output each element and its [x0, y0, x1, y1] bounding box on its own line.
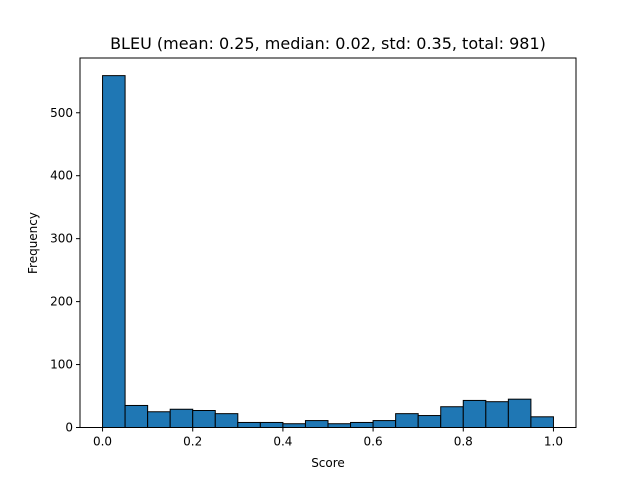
histogram-bar [304, 420, 329, 428]
histogram-bar [259, 421, 284, 429]
histogram-bar [147, 411, 171, 429]
y-tick-label: 0 [65, 421, 73, 435]
x-axis-ticks: 0.0 0.2 0.4 0.6 0.8 1.0 [93, 427, 563, 449]
histogram-bar [102, 75, 126, 428]
histogram-bar [530, 416, 554, 429]
x-tick-label: 0.6 [364, 435, 383, 449]
y-tick-label: 400 [50, 169, 73, 183]
histogram-bar [169, 408, 194, 428]
histogram-bar [462, 399, 487, 428]
histogram-bar [214, 413, 239, 428]
y-tick-label: 200 [50, 295, 73, 309]
y-axis-ticks: 0 100 200 300 400 500 [50, 106, 80, 435]
y-tick-label: 500 [50, 106, 73, 120]
histogram-bar [350, 421, 374, 429]
y-tick-label: 300 [50, 232, 73, 246]
histogram-bar [485, 401, 509, 428]
x-tick-label: 0.0 [93, 435, 112, 449]
x-tick-label: 0.2 [183, 435, 202, 449]
histogram-bar [327, 423, 352, 429]
y-axis-label: Frequency [26, 212, 40, 274]
histogram-bar [440, 406, 464, 428]
x-tick-label: 0.8 [454, 435, 473, 449]
histogram-bar [124, 404, 149, 428]
x-tick-label: 1.0 [544, 435, 563, 449]
x-axis-label: Score [311, 456, 345, 470]
histogram-bar [395, 413, 419, 428]
y-tick-label: 100 [50, 358, 73, 372]
chart-title: BLEU (mean: 0.25, median: 0.02, std: 0.3… [110, 34, 546, 53]
histogram-bar [237, 421, 261, 429]
histogram-bar [507, 398, 532, 429]
histogram-bar [192, 410, 216, 429]
x-tick-label: 0.4 [273, 435, 292, 449]
plot-frame [79, 57, 577, 428]
histogram-bar [417, 415, 442, 429]
histogram-bar [372, 420, 397, 428]
histogram-bar [282, 423, 306, 429]
